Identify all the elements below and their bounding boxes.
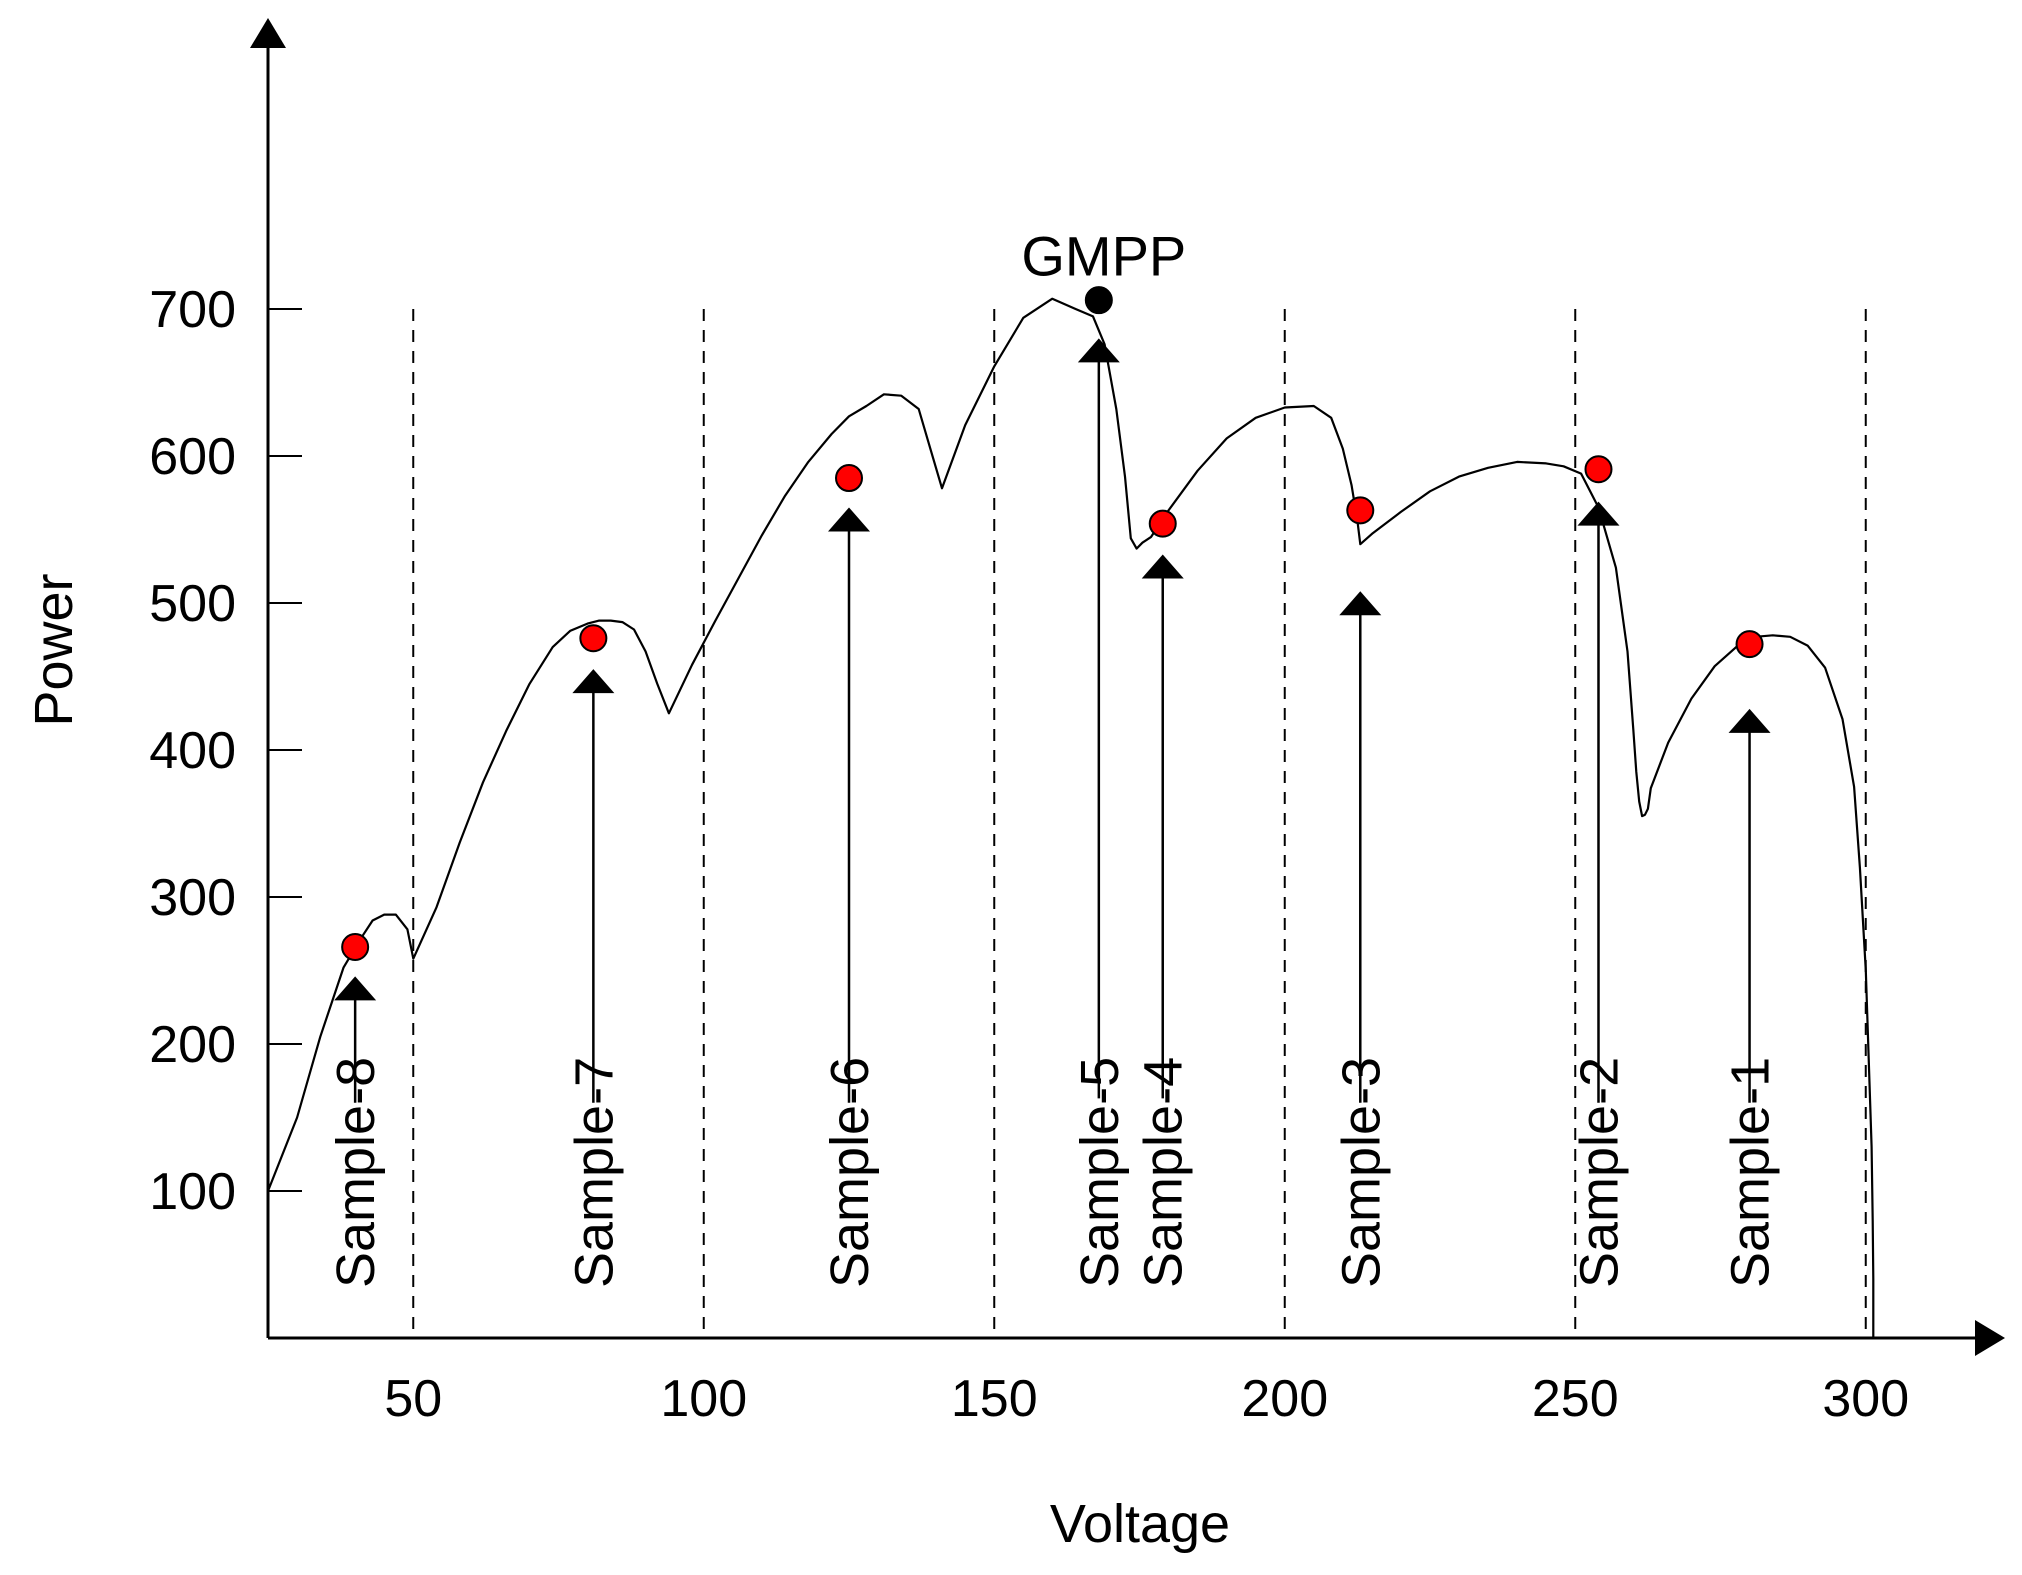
gmpp-annotation: GMPP <box>1021 225 1186 288</box>
sample-label: Sample-6 <box>820 1057 880 1288</box>
x-tick-label: 100 <box>660 1370 747 1428</box>
tick-labels: 100 200 300 400 500 600 700 50 100 150 200 250 300 <box>149 281 1909 1428</box>
sample-arrow-head <box>1077 338 1120 363</box>
pv-curve-line <box>266 297 1875 1338</box>
x-tick-label: 50 <box>384 1370 442 1428</box>
y-tick-label: 100 <box>149 1163 236 1221</box>
y-axis-title: Power <box>24 573 84 726</box>
sample-point <box>341 932 370 961</box>
sample-arrows <box>334 338 1771 1103</box>
sample-arrow-head <box>1577 501 1620 526</box>
y-axis-arrowhead <box>250 18 286 48</box>
sample-label: Sample-8 <box>326 1057 386 1288</box>
y-tick-label: 200 <box>149 1016 236 1074</box>
sample-label: Sample-5 <box>1070 1057 1130 1288</box>
x-axis-title: Voltage <box>1050 1494 1230 1554</box>
x-tick-label: 250 <box>1532 1370 1619 1428</box>
sample-point <box>1148 509 1177 538</box>
y-tick-label: 700 <box>149 281 236 339</box>
region-dividers <box>412 309 1867 1338</box>
sample-label: Sample-4 <box>1134 1057 1194 1288</box>
sample-point <box>1584 455 1613 484</box>
x-tick-label: 300 <box>1822 1370 1909 1428</box>
x-tick-label: 150 <box>951 1370 1038 1428</box>
sample-point <box>579 624 608 653</box>
y-tick-label: 300 <box>149 869 236 927</box>
curve-layer <box>266 297 1875 1338</box>
gmpp-point <box>1084 286 1113 315</box>
y-tick-label: 600 <box>149 428 236 486</box>
sample-arrow-head <box>572 669 615 694</box>
sample-arrow-head <box>1728 708 1771 733</box>
sample-arrow-head <box>334 976 377 1001</box>
sample-point <box>1346 496 1375 525</box>
sample-points <box>341 286 1764 961</box>
y-tick-label: 400 <box>149 722 236 780</box>
sample-label: Sample-3 <box>1331 1057 1391 1288</box>
sample-point <box>1735 630 1764 659</box>
sample-label: Sample-1 <box>1721 1057 1781 1288</box>
sample-arrow-head <box>1141 554 1184 579</box>
x-axis-arrowhead <box>1975 1320 2005 1356</box>
sample-arrow-head <box>828 507 870 532</box>
sample-arrow-head <box>1339 591 1382 616</box>
sample-labels: Sample-8 Sample-7 Sample-6 Sample-5 Sample-4… <box>326 1057 1780 1288</box>
axes <box>250 18 2005 1356</box>
sample-label: Sample-7 <box>564 1057 624 1288</box>
x-tick-label: 200 <box>1241 1370 1328 1428</box>
sample-point <box>835 464 863 493</box>
y-tick-label: 500 <box>149 575 236 633</box>
sample-label: Sample-2 <box>1569 1057 1629 1288</box>
